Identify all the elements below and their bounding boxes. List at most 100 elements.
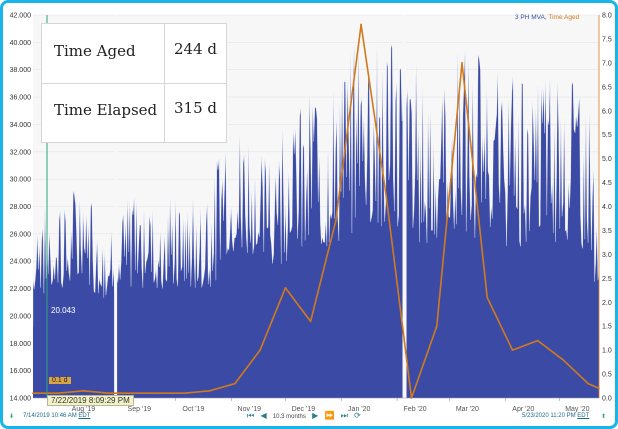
y-axis-right: 0.0 0.5 1.0 1.5 2.0 2.5 3.0 3.5 4.0 4.5 5.0 5.5 6.0 6… [598,13,612,403]
time-aged-point [360,23,362,26]
cursor-date-label: 7/22/2019 8:09:29 PM [47,395,134,406]
info-table: Time Aged 244 d Time Elapsed 315 d [41,23,227,143]
time-aged-point [233,382,236,385]
x-tick-label: Nov '19 [238,406,262,413]
y-right-tick-label: 0.5 [602,372,612,379]
y-left-tick-label: 34.000 [10,122,32,129]
legend-mva[interactable]: 3 PH MVA [515,14,545,21]
time-aged-row: Time Aged 244 d [42,24,226,84]
x-axis: Aug '19 Sep '19 Oct '19 Nov '19 Dec '19 Jan '… [33,397,599,413]
time-aged-point [461,61,463,64]
y-left-tick-label: 24.000 [10,259,32,266]
time-aged-label: Time Aged [54,42,136,60]
y-left-tick-label: 22.000 [10,286,32,293]
refresh-icon[interactable]: ⟳ [354,411,361,420]
time-aged-point [511,349,514,352]
time-aged-point [536,339,539,342]
x-tick-label: Sep '19 [128,406,152,413]
x-tick-label: Oct '19 [182,406,204,413]
y-left-tick-label: 20.000 [10,313,32,320]
time-aged-point [587,382,590,385]
start-timezone[interactable]: EDT [78,413,91,419]
y-right-tick-label: 3.5 [602,228,612,235]
y-right-tick-label: 6.0 [602,108,612,115]
y-right-tick-label: 4.5 [602,180,612,187]
time-aged-point [284,286,287,289]
y-right-tick-label: 5.5 [602,132,612,139]
y-right-tick-label: 8.0 [602,13,612,20]
y-left-tick-label: 14.000 [10,396,32,403]
chart-svg: 14.000 16.000 18.000 20.000 22.000 24.000 26.0… [10,13,612,414]
end-date[interactable]: 5/23/2020 11:20 PM EDT [522,413,589,419]
time-aged-series [32,23,600,399]
y-left-tick-label: 16.000 [10,368,32,375]
time-aged-point [208,389,211,392]
y-left-tick-label: 28.000 [10,204,32,211]
time-aged-point [309,320,312,323]
time-aged-point [82,389,85,392]
time-elapsed-row: Time Elapsed 315 d [42,83,226,142]
time-aged-point [435,325,438,328]
end-timezone[interactable]: EDT [577,413,590,419]
scroll-up-arrow-icon[interactable]: ⬆ [601,414,607,420]
y-right-tick-label: 4.0 [602,204,612,211]
y-left-tick-label: 42.000 [10,13,32,20]
y-right-tick-label: 5.0 [602,156,612,163]
y-right-tick-label: 6.5 [602,84,612,91]
step-forward-icon[interactable]: ▶ [312,411,319,420]
y-right-tick-label: 1.5 [602,324,612,331]
time-span: 10.3 months [272,414,306,420]
jump-end-icon[interactable]: ⏭ [340,411,348,420]
time-elapsed-label: Time Elapsed [54,101,158,119]
y-right-tick-label: 2.0 [602,300,612,307]
cursor-value-label: 20.043 [51,306,76,315]
time-aged-point [107,392,110,395]
mva-series [32,15,600,399]
x-tick-label: Feb '20 [404,406,427,413]
y-right-tick-label: 7.0 [602,60,612,67]
time-aged-point [385,196,388,198]
time-aged-point [562,358,564,361]
y-left-tick-label: 32.000 [10,149,32,156]
x-tick-label: May '20 [565,406,589,413]
time-aged-point [57,392,60,395]
y-right-tick-label: 0.0 [602,396,612,403]
start-date[interactable]: 7/14/2019 10:46 AM EDT [23,413,90,419]
legend: 3 PH MVA, Time Aged [515,14,579,21]
end-date-text: 5/23/2020 11:20 PM [522,413,576,419]
time-elapsed-value: 315 d [174,99,218,117]
time-aged-value: 244 d [174,40,218,58]
scroll-down-arrow-icon[interactable]: ⬇ [9,414,15,420]
y-left-tick-label: 18.000 [10,341,32,348]
time-navigation: ⏮ ◀ 10.3 months ▶ ⏩ ⏭ ⟳ [245,411,363,421]
y-left-tick-label: 36.000 [10,95,32,102]
mva-baseline-area [33,291,599,398]
x-tick-label: Aug '19 [72,406,96,413]
y-left-tick-label: 38.000 [10,67,32,74]
x-tick-label: Apr '20 [512,406,534,413]
legend-separator: , [544,14,547,21]
start-date-text: 7/14/2019 10:46 AM [23,413,77,419]
time-aged-point [133,392,135,395]
time-aged-line [33,23,600,399]
y-right-tick-label: 2.5 [602,276,612,283]
mva-gap [114,15,118,398]
time-aged-point [334,219,337,222]
time-aged-point [259,349,262,352]
x-tick-label: Mar '20 [456,406,479,413]
y-right-tick-label: 1.0 [602,348,612,355]
y-right-tick-label: 3.0 [602,252,612,259]
fast-forward-icon[interactable]: ⏩ [324,411,335,420]
cursor-time-aged-badge: 0.1 d [49,377,71,384]
x-tick-label: Jan '20 [348,406,370,413]
y-right-tick-label: 7.5 [602,36,612,43]
y-axis-left: 14.000 16.000 18.000 20.000 22.000 24.000 26.0… [10,13,32,403]
y-left-tick-label: 26.000 [10,231,32,238]
jump-start-icon[interactable]: ⏮ [247,411,255,420]
time-aged-point [486,296,489,299]
legend-time-aged[interactable]: Time Aged [548,14,580,21]
time-aged-point [32,392,34,395]
y-left-tick-label: 30.000 [10,177,32,184]
step-back-icon[interactable]: ◀ [260,411,267,420]
